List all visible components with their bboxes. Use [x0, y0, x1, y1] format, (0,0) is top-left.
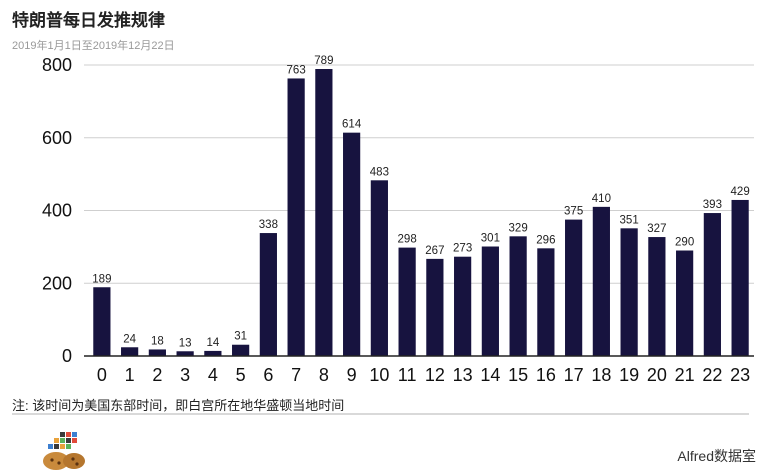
value-label: 298: [398, 234, 417, 246]
value-label: 614: [342, 119, 362, 131]
x-tick-label: 23: [730, 365, 750, 385]
value-label: 290: [675, 237, 694, 249]
value-label: 273: [453, 243, 472, 255]
value-label: 13: [179, 337, 192, 349]
x-tick-label: 11: [398, 365, 417, 385]
footer-divider: [12, 413, 749, 415]
chart-subtitle: 2019年1月1日至2019年12月22日: [12, 40, 175, 52]
bar-hour-20: [648, 237, 666, 356]
x-tick-label: 17: [564, 365, 584, 385]
value-label: 189: [92, 273, 111, 285]
chart-title: 特朗普每日发推规律: [12, 11, 165, 30]
bar-hour-5: [232, 344, 250, 356]
bars: [93, 69, 749, 357]
x-tick-label: 14: [480, 365, 500, 385]
gridlines: [84, 64, 754, 284]
bar-hour-0: [93, 287, 111, 356]
bar-hour-2: [148, 349, 166, 356]
bar-hour-18: [592, 206, 610, 356]
x-tick-label: 8: [319, 365, 329, 385]
value-label: 338: [259, 219, 278, 231]
x-tick-label: 3: [180, 365, 190, 385]
x-tick-label: 5: [236, 365, 246, 385]
x-tick-label: 9: [347, 365, 357, 385]
value-label: 410: [592, 193, 611, 205]
value-label: 24: [123, 333, 136, 345]
x-tick-label: 2: [152, 365, 162, 385]
x-tick-label: 21: [675, 365, 695, 385]
y-tick-label: 800: [42, 55, 72, 75]
value-label: 327: [647, 223, 666, 235]
bar-hour-10: [370, 180, 388, 356]
bar-hour-23: [731, 199, 749, 356]
bar-hour-19: [620, 228, 638, 356]
value-label: 301: [481, 233, 500, 245]
x-tick-label: 10: [369, 365, 389, 385]
bar-hour-16: [537, 248, 555, 356]
bar-hour-4: [204, 350, 222, 356]
x-tick-label: 1: [125, 365, 135, 385]
bar-hour-8: [315, 69, 333, 356]
x-tick-label: 12: [425, 365, 445, 385]
x-tick-label: 6: [263, 365, 273, 385]
bar-hour-12: [426, 258, 444, 356]
value-label: 31: [234, 331, 247, 343]
brand-logo-icon: [43, 432, 85, 470]
y-tick-label: 600: [42, 128, 72, 148]
bar-hour-14: [481, 246, 499, 356]
bar-hour-1: [121, 347, 139, 356]
x-tick-label: 18: [591, 365, 611, 385]
bar-hour-3: [176, 351, 194, 356]
bar-hour-9: [343, 132, 361, 356]
value-label: 14: [206, 337, 219, 349]
x-tick-label: 15: [508, 365, 528, 385]
x-tick-label: 4: [208, 365, 218, 385]
x-tick-label: 20: [647, 365, 667, 385]
y-tick-label: 200: [42, 273, 72, 293]
value-label: 789: [314, 55, 333, 67]
x-axis-ticks: 0 1 2 3 4 5 6 7 8 9 10 11 12 13 14 15 16 17 18 19 20 21 22 23: [97, 365, 750, 385]
x-tick-label: 0: [97, 365, 107, 385]
bar-hour-6: [259, 233, 277, 356]
value-label: 393: [703, 199, 722, 211]
bar-hour-22: [703, 213, 721, 356]
bar-hour-7: [287, 78, 305, 357]
y-tick-label: 0: [62, 346, 72, 366]
x-tick-label: 16: [536, 365, 556, 385]
value-label: 267: [425, 245, 444, 257]
value-label: 483: [370, 166, 389, 178]
x-tick-label: 19: [619, 365, 639, 385]
value-label: 763: [287, 64, 306, 76]
footnote: 注: 该时间为美国东部时间，即白宫所在地华盛顿当地时间: [12, 398, 345, 413]
x-tick-label: 7: [291, 365, 301, 385]
x-tick-label: 22: [702, 365, 722, 385]
value-label: 375: [564, 206, 583, 218]
y-axis-ticks: 0 200 400 600 800: [42, 55, 72, 366]
x-tick-label: 13: [453, 365, 473, 385]
value-label: 18: [151, 335, 164, 347]
value-label: 329: [509, 222, 528, 234]
brand-name: Alfred数据室: [677, 448, 756, 464]
bar-hour-11: [398, 247, 416, 356]
y-tick-label: 400: [42, 201, 72, 221]
value-label: 351: [620, 214, 639, 226]
value-labels: 189 24 18 13 14 31 338 763 789 614 483 298 267 273 301…: [92, 55, 749, 349]
bar-hour-15: [509, 236, 527, 356]
value-label: 296: [536, 234, 555, 246]
value-label: 429: [731, 186, 750, 198]
bar-hour-17: [565, 219, 583, 356]
bar-hour-21: [676, 250, 694, 356]
bar-hour-13: [454, 256, 472, 356]
